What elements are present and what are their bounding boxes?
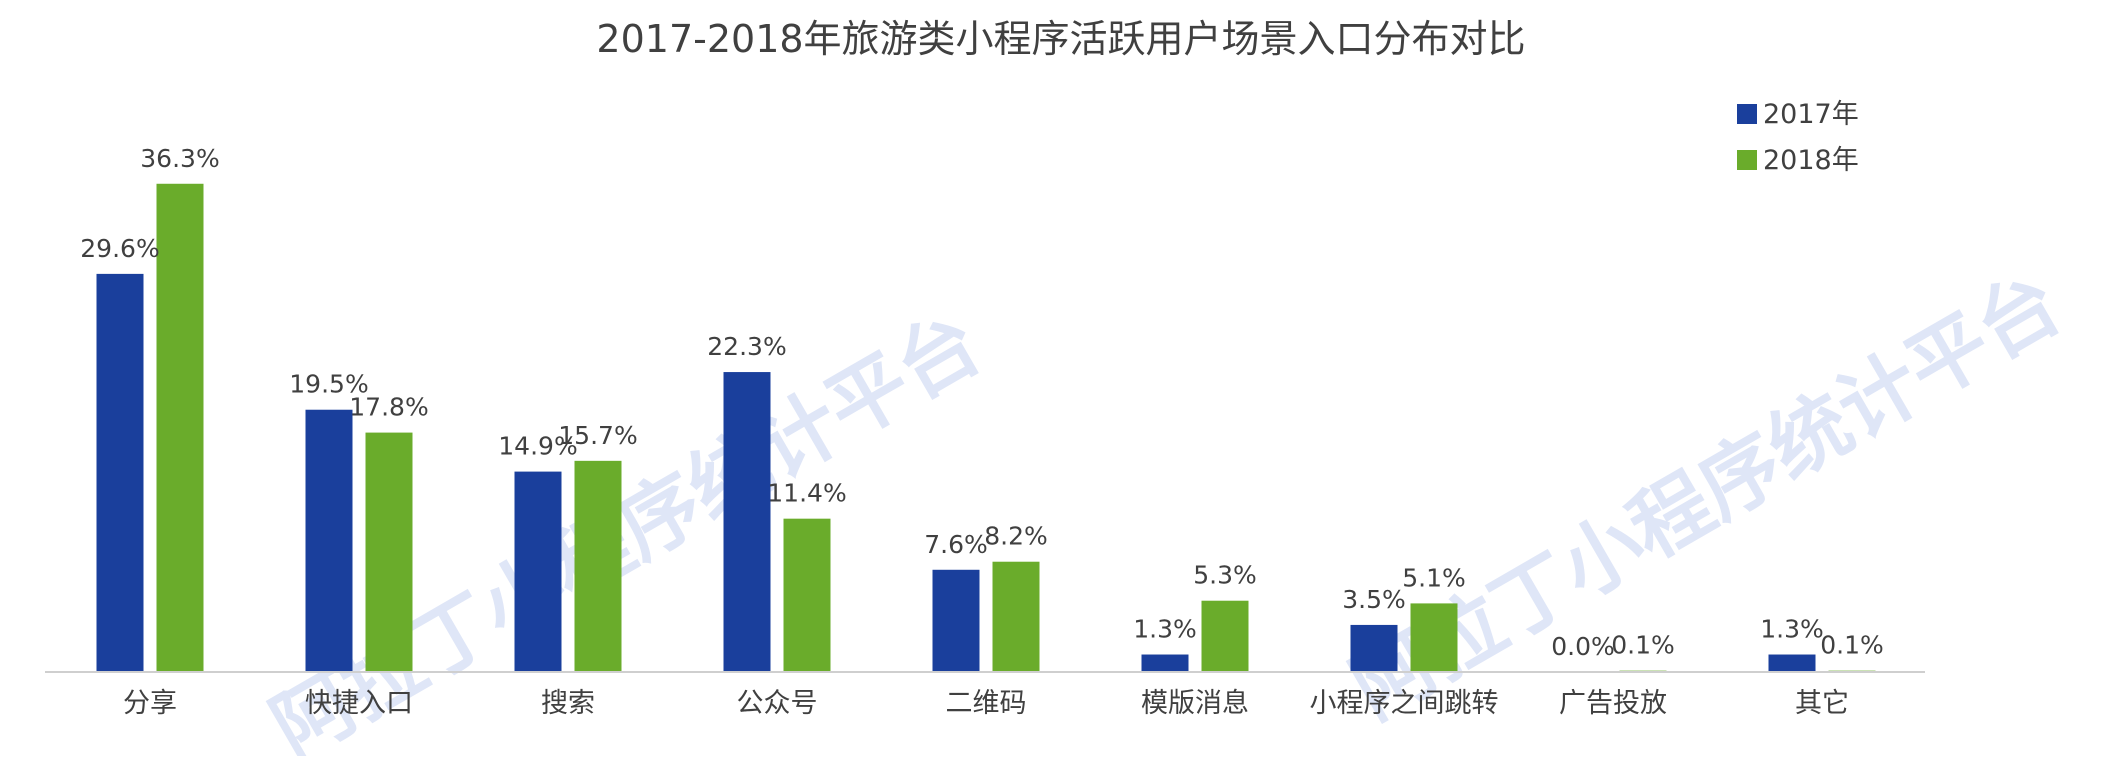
data-label: 14.9% xyxy=(498,432,577,461)
data-label: 11.4% xyxy=(767,479,846,508)
bar-2018 xyxy=(783,518,831,672)
bar-2018 xyxy=(365,432,413,672)
bar-2017 xyxy=(932,569,980,672)
data-label: 1.3% xyxy=(1760,615,1824,644)
bar-2018 xyxy=(992,561,1040,672)
data-label: 8.2% xyxy=(984,522,1048,551)
x-tick-label: 搜索 xyxy=(541,688,595,719)
bar-2017 xyxy=(723,372,771,672)
bar-2017 xyxy=(1350,624,1398,672)
x-tick-label: 其它 xyxy=(1795,688,1849,719)
x-tick-label: 小程序之间跳转 xyxy=(1310,688,1499,719)
data-label: 19.5% xyxy=(289,370,368,399)
legend: 2017年 2018年 xyxy=(1737,99,1859,176)
data-label: 17.8% xyxy=(349,393,428,422)
data-label: 15.7% xyxy=(558,421,637,450)
data-label: 7.6% xyxy=(924,530,988,559)
bar-2018 xyxy=(156,183,204,672)
x-tick-labels: 分享 快捷入口 搜索 公众号 二维码 模版消息 小程序之间跳转 广告投放 其它 xyxy=(123,688,1849,719)
data-label: 1.3% xyxy=(1133,615,1197,644)
data-label: 0.0% xyxy=(1551,632,1615,661)
x-tick-label: 公众号 xyxy=(737,688,818,719)
bar-2017 xyxy=(514,471,562,672)
data-label: 5.3% xyxy=(1193,561,1257,590)
data-label: 29.6% xyxy=(80,234,159,263)
bar-2018 xyxy=(1410,603,1458,672)
legend-label: 2017年 xyxy=(1763,99,1859,130)
bar-2017 xyxy=(305,409,353,672)
x-tick-label: 二维码 xyxy=(946,688,1027,719)
bar-2017 xyxy=(1141,654,1189,672)
x-tick-label: 广告投放 xyxy=(1559,688,1667,719)
x-tick-label: 分享 xyxy=(123,688,177,719)
legend-label: 2018年 xyxy=(1763,145,1859,176)
data-label: 0.1% xyxy=(1611,631,1675,660)
data-label: 22.3% xyxy=(707,332,786,361)
x-tick-label: 模版消息 xyxy=(1141,688,1249,719)
bar-2018 xyxy=(574,460,622,672)
legend-swatch xyxy=(1737,104,1757,124)
bar-2017 xyxy=(1768,654,1816,672)
data-label: 36.3% xyxy=(140,144,219,173)
data-label: 0.1% xyxy=(1820,631,1884,660)
data-label: 3.5% xyxy=(1342,585,1406,614)
bar-2017 xyxy=(96,273,144,672)
data-labels-layer: 29.6% 36.3% 19.5%17.8% 14.9%15.7% 22.3% 11.4%… xyxy=(80,144,1883,661)
bars-layer xyxy=(96,183,1876,672)
chart-title: 2017-2018年旅游类小程序活跃用户场景入口分布对比 xyxy=(596,17,1525,61)
legend-swatch xyxy=(1737,150,1757,170)
data-label: 5.1% xyxy=(1402,563,1466,592)
bar-2018 xyxy=(1201,600,1249,672)
x-tick-label: 快捷入口 xyxy=(305,688,413,719)
